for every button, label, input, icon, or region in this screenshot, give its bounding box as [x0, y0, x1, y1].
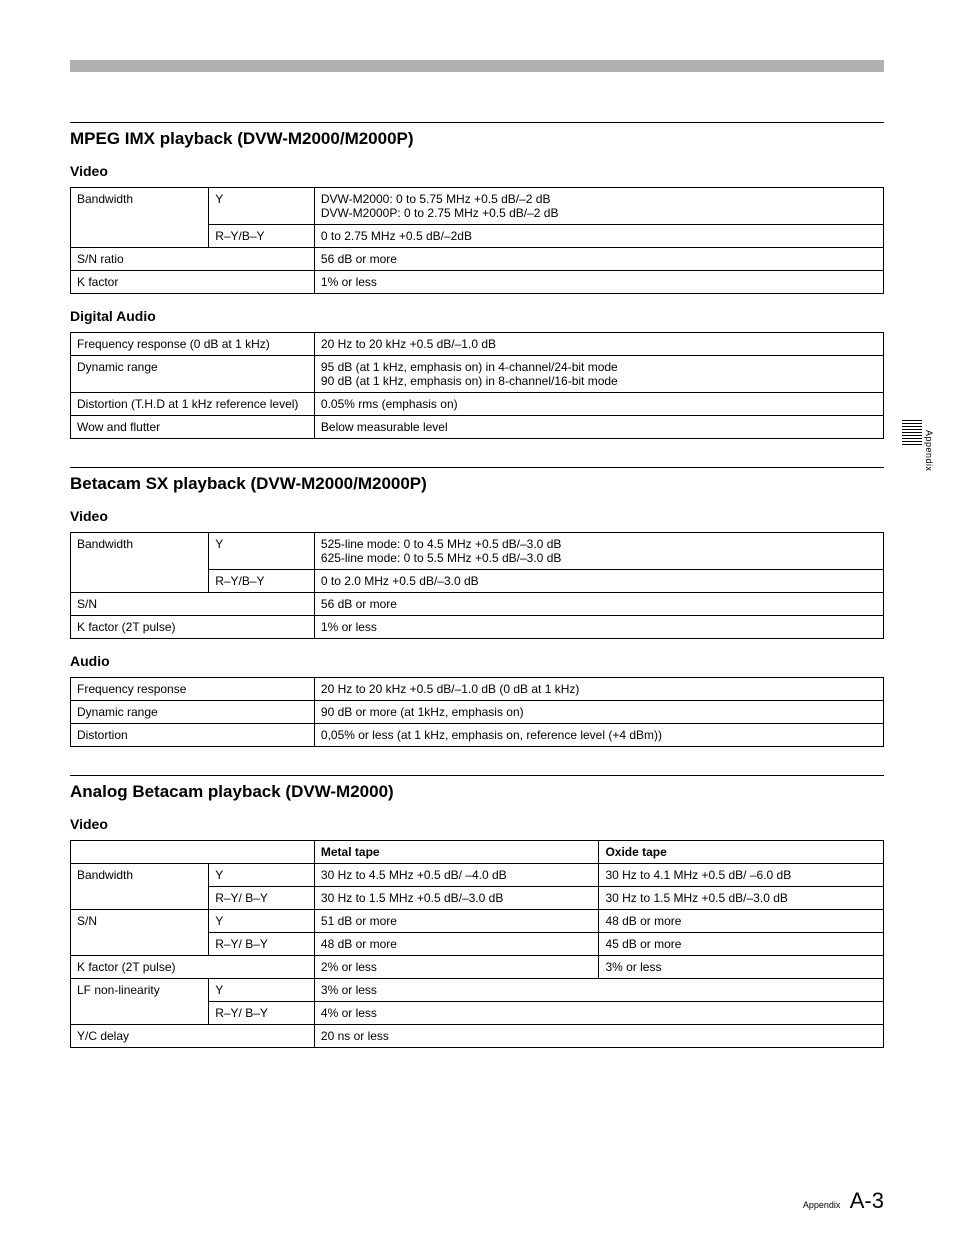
- table-cell: 3% or less: [314, 979, 883, 1002]
- table-row: Y/C delay20 ns or less: [71, 1025, 884, 1048]
- table-cell: S/N: [71, 593, 315, 616]
- table-cell: Y: [209, 979, 315, 1002]
- table-cell: 0,05% or less (at 1 kHz, emphasis on, re…: [314, 724, 883, 747]
- sub-heading: Video: [70, 816, 884, 832]
- table-cell: 30 Hz to 4.5 MHz +0.5 dB/ –4.0 dB: [314, 864, 599, 887]
- table-cell: Below measurable level: [314, 416, 883, 439]
- side-tab-lines: [902, 420, 922, 480]
- sub-heading: Video: [70, 508, 884, 524]
- table-cell: 95 dB (at 1 kHz, emphasis on) in 4-chann…: [314, 356, 883, 393]
- table-row: LF non-linearityY3% or less: [71, 979, 884, 1002]
- table-cell: 2% or less: [314, 956, 599, 979]
- table-cell: Y/C delay: [71, 1025, 315, 1048]
- table-cell: Bandwidth: [71, 533, 209, 593]
- table-cell: 48 dB or more: [314, 933, 599, 956]
- table-row: Wow and flutterBelow measurable level: [71, 416, 884, 439]
- table-cell: Y: [209, 533, 315, 570]
- table-cell: 20 Hz to 20 kHz +0.5 dB/–1.0 dB (0 dB at…: [314, 678, 883, 701]
- page-number: A-3: [850, 1188, 884, 1213]
- table-cell: 48 dB or more: [599, 910, 884, 933]
- table-row: Dynamic range90 dB or more (at 1kHz, emp…: [71, 701, 884, 724]
- table-cell: 30 Hz to 1.5 MHz +0.5 dB/–3.0 dB: [599, 887, 884, 910]
- table-cell: S/N ratio: [71, 248, 315, 271]
- table-cell: 525-line mode: 0 to 4.5 MHz +0.5 dB/–3.0…: [314, 533, 883, 570]
- table-row: BandwidthY30 Hz to 4.5 MHz +0.5 dB/ –4.0…: [71, 864, 884, 887]
- table-cell: 1% or less: [314, 616, 883, 639]
- spec-table: BandwidthYDVW-M2000: 0 to 5.75 MHz +0.5 …: [70, 187, 884, 294]
- table-row: K factor (2T pulse)2% or less3% or less: [71, 956, 884, 979]
- side-tab-label: Appendix: [924, 430, 934, 472]
- table-cell: Frequency response (0 dB at 1 kHz): [71, 333, 315, 356]
- sub-heading: Video: [70, 163, 884, 179]
- content: MPEG IMX playback (DVW-M2000/M2000P) Vide…: [70, 122, 884, 1048]
- table-row: S/NY51 dB or more48 dB or more: [71, 910, 884, 933]
- table-cell: 1% or less: [314, 271, 883, 294]
- table-row: Distortion (T.H.D at 1 kHz reference lev…: [71, 393, 884, 416]
- table-cell: 0 to 2.0 MHz +0.5 dB/–3.0 dB: [314, 570, 883, 593]
- table-cell: K factor (2T pulse): [71, 616, 315, 639]
- section-heading: Analog Betacam playback (DVW-M2000): [70, 775, 884, 802]
- table-row: Distortion0,05% or less (at 1 kHz, empha…: [71, 724, 884, 747]
- table-header-empty: [71, 841, 315, 864]
- page: MPEG IMX playback (DVW-M2000/M2000P) Vide…: [0, 0, 954, 1244]
- table-row: S/N56 dB or more: [71, 593, 884, 616]
- sub-heading: Audio: [70, 653, 884, 669]
- table-cell: 56 dB or more: [314, 593, 883, 616]
- table-cell: 30 Hz to 4.1 MHz +0.5 dB/ –6.0 dB: [599, 864, 884, 887]
- table-cell: Y: [209, 188, 315, 225]
- table-cell: R–Y/ B–Y: [209, 887, 315, 910]
- sub-heading: Digital Audio: [70, 308, 884, 324]
- spec-table: Metal tapeOxide tapeBandwidthY30 Hz to 4…: [70, 840, 884, 1048]
- table-cell: Frequency response: [71, 678, 315, 701]
- table-cell: R–Y/ B–Y: [209, 1002, 315, 1025]
- table-row: Frequency response20 Hz to 20 kHz +0.5 d…: [71, 678, 884, 701]
- table-cell: K factor: [71, 271, 315, 294]
- table-cell: Bandwidth: [71, 188, 209, 248]
- table-cell: 0.05% rms (emphasis on): [314, 393, 883, 416]
- table-row: Frequency response (0 dB at 1 kHz)20 Hz …: [71, 333, 884, 356]
- table-cell: Y: [209, 910, 315, 933]
- table-cell: R–Y/B–Y: [209, 570, 315, 593]
- table-cell: 20 ns or less: [314, 1025, 883, 1048]
- table-cell: S/N: [71, 910, 209, 956]
- spec-table: BandwidthY525-line mode: 0 to 4.5 MHz +0…: [70, 532, 884, 639]
- table-cell: Distortion: [71, 724, 315, 747]
- table-cell: R–Y/B–Y: [209, 225, 315, 248]
- table-cell: 20 Hz to 20 kHz +0.5 dB/–1.0 dB: [314, 333, 883, 356]
- table-cell: 56 dB or more: [314, 248, 883, 271]
- table-cell: 90 dB or more (at 1kHz, emphasis on): [314, 701, 883, 724]
- table-cell: K factor (2T pulse): [71, 956, 315, 979]
- table-header: Metal tape: [314, 841, 599, 864]
- table-cell: R–Y/ B–Y: [209, 933, 315, 956]
- table-row: S/N ratio56 dB or more: [71, 248, 884, 271]
- table-cell: 4% or less: [314, 1002, 883, 1025]
- table-cell: 0 to 2.75 MHz +0.5 dB/–2dB: [314, 225, 883, 248]
- table-header: Oxide tape: [599, 841, 884, 864]
- table-row: K factor1% or less: [71, 271, 884, 294]
- table-cell: 45 dB or more: [599, 933, 884, 956]
- table-row: Dynamic range95 dB (at 1 kHz, emphasis o…: [71, 356, 884, 393]
- section-heading: Betacam SX playback (DVW-M2000/M2000P): [70, 467, 884, 494]
- spec-table: Frequency response20 Hz to 20 kHz +0.5 d…: [70, 677, 884, 747]
- table-cell: Wow and flutter: [71, 416, 315, 439]
- table-cell: Y: [209, 864, 315, 887]
- table-cell: Dynamic range: [71, 356, 315, 393]
- table-row: BandwidthYDVW-M2000: 0 to 5.75 MHz +0.5 …: [71, 188, 884, 225]
- table-cell: Distortion (T.H.D at 1 kHz reference lev…: [71, 393, 315, 416]
- table-cell: 3% or less: [599, 956, 884, 979]
- table-row: K factor (2T pulse)1% or less: [71, 616, 884, 639]
- table-row: BandwidthY525-line mode: 0 to 4.5 MHz +0…: [71, 533, 884, 570]
- spec-table: Frequency response (0 dB at 1 kHz)20 Hz …: [70, 332, 884, 439]
- footer-label: Appendix: [803, 1200, 841, 1210]
- table-cell: 30 Hz to 1.5 MHz +0.5 dB/–3.0 dB: [314, 887, 599, 910]
- table-cell: Dynamic range: [71, 701, 315, 724]
- top-bar: [70, 60, 884, 72]
- table-cell: LF non-linearity: [71, 979, 209, 1025]
- section-heading: MPEG IMX playback (DVW-M2000/M2000P): [70, 122, 884, 149]
- table-cell: DVW-M2000: 0 to 5.75 MHz +0.5 dB/–2 dBDV…: [314, 188, 883, 225]
- table-cell: 51 dB or more: [314, 910, 599, 933]
- table-cell: Bandwidth: [71, 864, 209, 910]
- footer: Appendix A-3: [803, 1188, 884, 1214]
